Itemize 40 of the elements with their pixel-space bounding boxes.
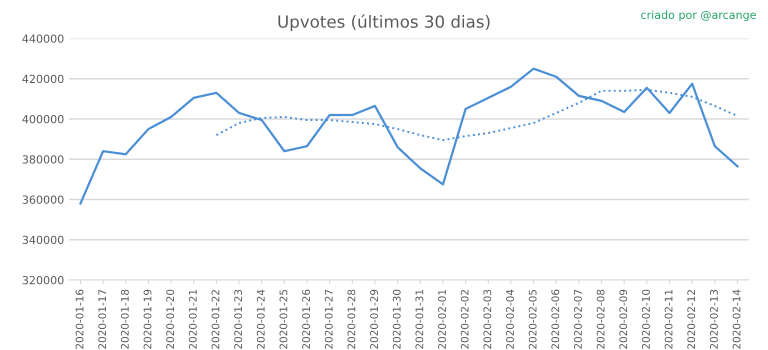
text: criado por @arcange: [641, 10, 756, 22]
x-tick-label: 2020-01-20: [166, 290, 174, 349]
x-tick-label: 2020-01-24: [256, 290, 265, 349]
x-tick-label: 2020-01-17: [98, 290, 106, 349]
x-tick-label: 2020-01-30: [392, 290, 401, 349]
x-tick-label: 2020-02-11: [664, 290, 673, 349]
x-tick-label: 2020-02-08: [596, 290, 605, 349]
x-tick-label: 2020-01-31: [415, 290, 424, 349]
x-tick-label: 2020-02-03: [483, 290, 492, 349]
line-series: [79, 68, 739, 205]
x-tick-label: 2020-01-18: [120, 290, 129, 349]
x-tick-label: 2020-02-12: [687, 290, 696, 349]
x-tick-label: 2020-01-29: [370, 290, 378, 349]
chart-title: Upvotes (últimos 30 dias): [278, 14, 490, 32]
x-tick-label: 2020-01-22: [212, 290, 220, 349]
x-tick-label: 2020-02-04: [506, 290, 514, 349]
x-tick-label: 2020-01-23: [234, 290, 242, 349]
x-tick-label: 2020-01-21: [188, 290, 197, 349]
x-tick-label: 2020-02-13: [710, 290, 718, 349]
y-tick-label: 340000: [22, 236, 64, 244]
x-tick-label: 2020-01-19: [144, 290, 152, 349]
x-tick-label: 2020-01-26: [302, 290, 310, 349]
y-tick-label: 400000: [22, 114, 64, 124]
y-tick-label: 360000: [22, 195, 64, 204]
x-tick-label: 2020-02-01: [438, 290, 446, 349]
x-tick-label: 2020-02-02: [460, 290, 469, 349]
x-tick-label: 2020-02-07: [574, 290, 582, 349]
x-tick-label: 2020-01-28: [347, 290, 356, 349]
x-tick-label: 2020-02-14: [732, 290, 740, 349]
y-tick-label: 440000: [22, 34, 64, 43]
x-tick-label: 2020-02-05: [528, 290, 537, 349]
x-tick-label: 2020-01-16: [76, 290, 84, 349]
x-tick-label: 2020-02-10: [642, 290, 650, 349]
x-tick-label: 2020-02-09: [619, 290, 628, 349]
x-tick-label: 2020-01-27: [324, 290, 333, 349]
x-tick-label: 2020-01-25: [279, 290, 288, 349]
x-tick-label: 2020-02-06: [551, 290, 560, 349]
y-tick-label: 380000: [22, 155, 64, 164]
y-tick-label: 320000: [22, 276, 64, 284]
y-tick-label: 420000: [22, 74, 64, 84]
